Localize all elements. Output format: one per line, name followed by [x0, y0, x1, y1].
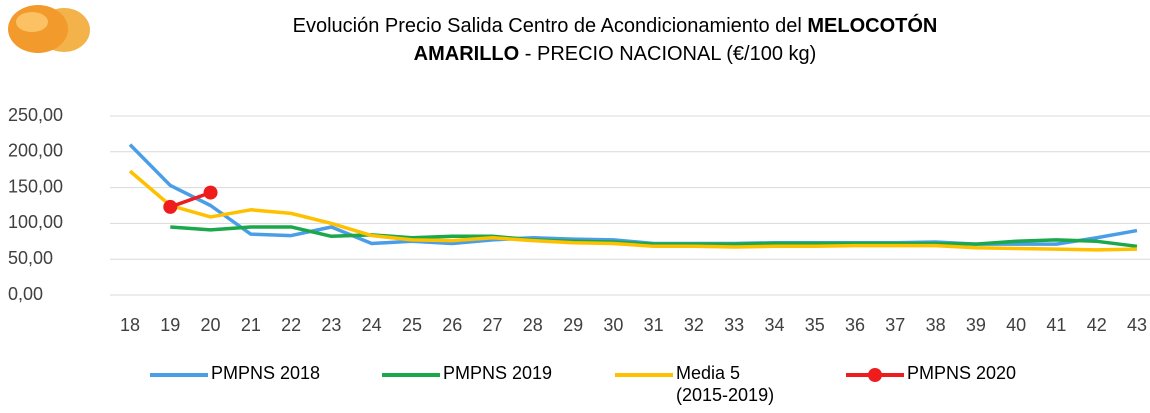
- legend-swatch: [615, 362, 673, 386]
- x-tick-label: 19: [160, 315, 180, 335]
- x-tick-label: 21: [241, 315, 261, 335]
- x-tick-label: 38: [926, 315, 946, 335]
- series-line: [130, 145, 1137, 245]
- title: MELOCOTÓN: [807, 15, 937, 37]
- x-tick-label: 42: [1087, 315, 1107, 335]
- x-tick-label: 41: [1046, 315, 1066, 335]
- y-tick-label: 200,00: [8, 141, 63, 161]
- x-tick-label: 33: [724, 315, 744, 335]
- legend-label: Media 5 (2015-2019): [676, 362, 796, 406]
- point: [163, 200, 177, 214]
- title: AMARILLO: [414, 43, 520, 65]
- x-tick-label: 39: [966, 315, 986, 335]
- x-tick-label: 22: [281, 315, 301, 335]
- x-tick-label: 37: [885, 315, 905, 335]
- x-tick-label: 18: [120, 315, 140, 335]
- x-tick-label: 26: [442, 315, 462, 335]
- legend-swatch: [846, 362, 904, 386]
- series-line: [130, 171, 1137, 250]
- title-line: Evolución Precio Salida Centro de Acondi…: [150, 12, 1080, 40]
- x-tick-label: 32: [684, 315, 704, 335]
- y-tick-label: 250,00: [8, 105, 63, 125]
- title: Evolución Precio Salida Centro de Acondi…: [293, 15, 808, 37]
- x-tick-label: 25: [402, 315, 422, 335]
- x-tick-label: 35: [805, 315, 825, 335]
- x-tick-label: 23: [321, 315, 341, 335]
- legend-label: PMPNS 2018: [211, 362, 371, 384]
- legend-swatch: [150, 362, 208, 386]
- legend-label: PMPNS 2020: [907, 362, 1067, 384]
- x-tick-label: 34: [764, 315, 784, 335]
- title: - PRECIO NACIONAL (€/100 kg): [519, 43, 816, 65]
- y-tick-label: 150,00: [8, 176, 63, 196]
- title-line: AMARILLO - PRECIO NACIONAL (€/100 kg): [150, 40, 1080, 68]
- x-tick-label: 30: [603, 315, 623, 335]
- legend-item: Media 5 (2015-2019): [615, 362, 796, 406]
- legend-label: PMPNS 2019: [443, 362, 603, 384]
- x-tick-label: 20: [201, 315, 221, 335]
- legend-swatch: [382, 362, 440, 386]
- page: 0,00 50,00 100,00 150,00 200,00 250,00 18 19 20 2…: [0, 0, 1150, 413]
- x-tick-label: 28: [523, 315, 543, 335]
- legend-item: PMPNS 2020: [846, 362, 1067, 386]
- y-tick-label: 100,00: [8, 212, 63, 232]
- y-tick-label: 0,00: [8, 284, 43, 304]
- x-tick-label: 43: [1127, 315, 1147, 335]
- x-tick-label: 31: [644, 315, 664, 335]
- x-tick-label: 36: [845, 315, 865, 335]
- y-tick-label: 50,00: [8, 248, 53, 268]
- x-tick-label: 27: [483, 315, 503, 335]
- x-tick-label: 29: [563, 315, 583, 335]
- peach-icon: [8, 5, 90, 53]
- point: [204, 186, 218, 200]
- x-tick-label: 24: [362, 315, 382, 335]
- legend-item: PMPNS 2018: [150, 362, 371, 386]
- legend-item: PMPNS 2019: [382, 362, 603, 386]
- x-tick-label: 40: [1006, 315, 1026, 335]
